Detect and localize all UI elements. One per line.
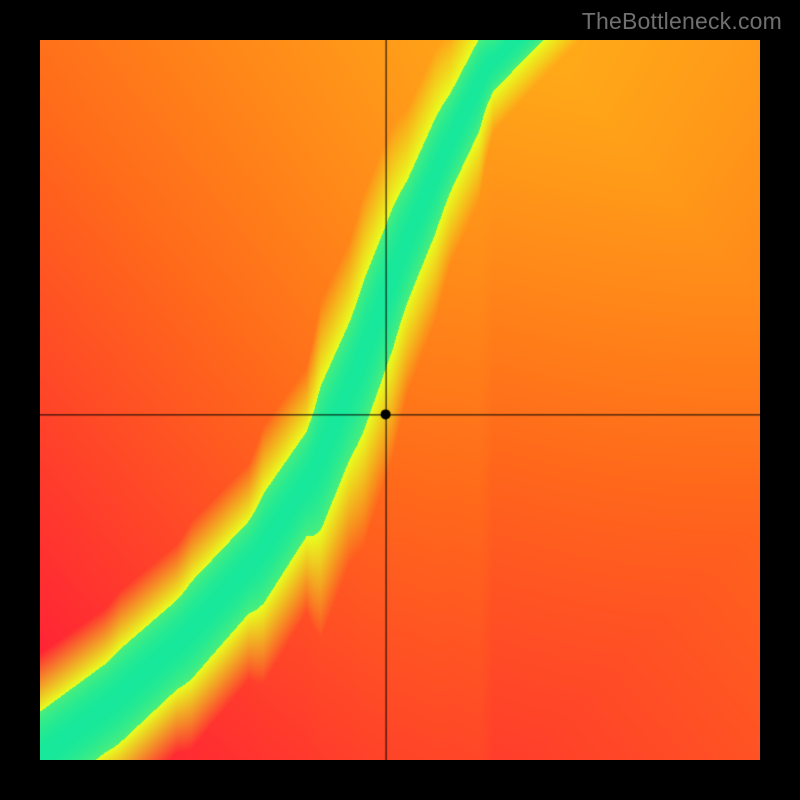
watermark-text: TheBottleneck.com (582, 8, 782, 35)
chart-container: TheBottleneck.com (0, 0, 800, 800)
bottleneck-heatmap (40, 40, 760, 760)
